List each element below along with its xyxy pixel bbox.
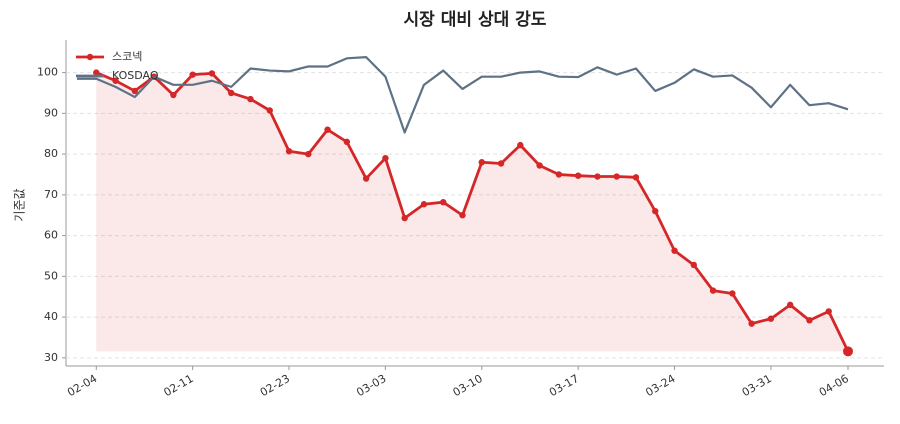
data-point bbox=[324, 126, 331, 133]
x-tick-label: 04-06 bbox=[817, 372, 851, 399]
data-point bbox=[825, 308, 832, 315]
data-point bbox=[748, 320, 755, 327]
x-tick-label: 03-31 bbox=[740, 372, 774, 399]
data-point bbox=[536, 162, 543, 169]
data-point bbox=[690, 261, 697, 269]
y-axis-label: 기준값 bbox=[13, 188, 27, 221]
area-fill bbox=[96, 72, 848, 352]
data-point bbox=[305, 150, 312, 158]
data-point bbox=[459, 212, 466, 219]
data-point bbox=[362, 175, 370, 182]
data-point bbox=[228, 89, 235, 97]
data-point bbox=[671, 247, 678, 254]
x-tick-label: 03-17 bbox=[547, 372, 581, 399]
x-tick-label: 03-24 bbox=[643, 372, 677, 399]
data-point bbox=[709, 287, 717, 294]
data-point bbox=[343, 138, 351, 146]
data-point bbox=[247, 95, 254, 103]
y-tick-label: 70 bbox=[44, 188, 58, 201]
data-point bbox=[382, 154, 389, 162]
y-tick-label: 50 bbox=[44, 269, 58, 282]
y-tick-label: 90 bbox=[44, 106, 58, 119]
x-tick-label: 02-04 bbox=[65, 372, 99, 399]
data-point bbox=[517, 141, 524, 149]
data-point bbox=[285, 148, 293, 155]
data-point bbox=[843, 346, 853, 357]
y-tick-label: 60 bbox=[44, 229, 58, 242]
data-point bbox=[440, 198, 447, 206]
y-tick-label: 100 bbox=[37, 66, 58, 79]
data-point bbox=[594, 173, 601, 180]
data-point bbox=[806, 317, 813, 324]
data-point bbox=[478, 159, 485, 166]
data-point bbox=[208, 70, 216, 77]
data-point bbox=[93, 69, 100, 76]
y-tick-label: 80 bbox=[44, 147, 58, 160]
series-line bbox=[77, 56, 849, 134]
data-point bbox=[613, 173, 620, 180]
data-point bbox=[266, 107, 273, 114]
x-tick-label: 02-11 bbox=[161, 372, 195, 399]
data-point bbox=[632, 174, 640, 181]
data-point bbox=[729, 290, 736, 297]
data-point bbox=[420, 201, 428, 208]
data-point bbox=[767, 315, 775, 322]
x-tick-label: 03-03 bbox=[354, 372, 388, 399]
data-point bbox=[189, 71, 196, 78]
legend-marker bbox=[86, 53, 94, 61]
x-tick-label: 03-10 bbox=[451, 372, 485, 399]
legend-label: 스코넥 bbox=[112, 50, 142, 63]
chart-title: 시장 대비 상대 강도 bbox=[404, 10, 547, 30]
y-tick-label: 40 bbox=[44, 310, 58, 323]
data-point bbox=[401, 214, 408, 222]
data-point bbox=[112, 77, 119, 84]
data-point bbox=[497, 160, 505, 167]
data-point bbox=[574, 172, 582, 179]
data-point bbox=[555, 171, 563, 178]
data-point bbox=[131, 87, 139, 95]
x-tick-label: 02-23 bbox=[258, 372, 292, 399]
legend-label: KOSDAQ bbox=[112, 69, 159, 82]
y-tick-label: 30 bbox=[44, 351, 58, 364]
data-point bbox=[786, 301, 794, 309]
data-point bbox=[652, 207, 659, 215]
data-point bbox=[170, 91, 177, 99]
